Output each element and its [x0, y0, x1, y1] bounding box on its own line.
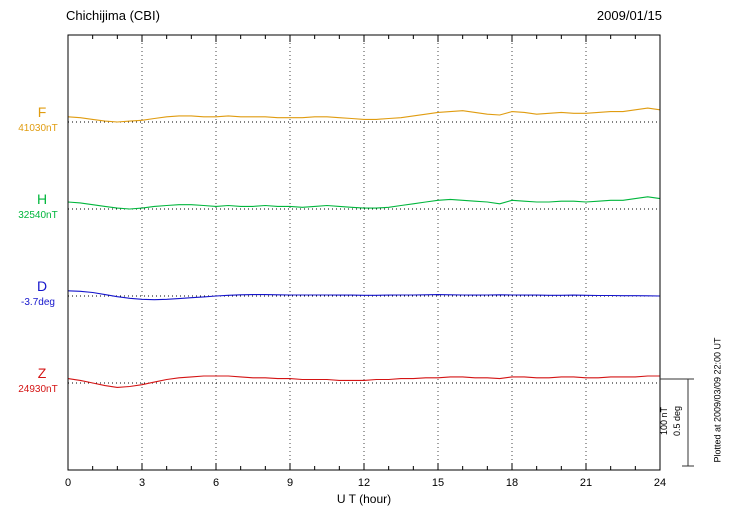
trace-H	[67, 196, 661, 210]
series-label-D: D	[36, 278, 48, 294]
plot-date: 2009/01/15	[596, 8, 662, 23]
x-tick-label: 6	[213, 477, 219, 489]
series-baseline-Z: 24930nT	[18, 384, 58, 395]
trace-Z	[67, 375, 660, 388]
x-tick-label: 0	[65, 477, 71, 489]
series-baseline-D: -3.7deg	[21, 297, 55, 308]
x-tick-label: 9	[287, 477, 293, 489]
plotted-at-note: Plotted at 2009/03/09 22:00 UT	[712, 337, 723, 463]
station-title: Chichijima (CBI)	[66, 8, 160, 23]
series-label-F: F	[37, 104, 47, 120]
x-tick-label: 21	[580, 477, 592, 489]
plot-border	[67, 34, 661, 471]
x-tick-label: 15	[432, 477, 444, 489]
x-axis-label: U T (hour)	[336, 492, 392, 506]
trace-D	[67, 290, 661, 301]
series-label-H: H	[36, 191, 48, 207]
series-baseline-F: 41030nT	[18, 123, 58, 134]
x-tick-label: 3	[139, 477, 145, 489]
scale-deg-label: 0.5 deg	[672, 405, 682, 437]
scale-nt-label: 100 nT	[659, 406, 669, 436]
x-tick-label: 12	[358, 477, 370, 489]
series-baseline-H: 32540nT	[18, 210, 58, 221]
series-label-Z: Z	[37, 365, 47, 381]
scale-bar-labels: 100 nT 0.5 deg	[658, 395, 686, 447]
x-tick-label: 24	[654, 477, 666, 489]
x-tick-label: 18	[506, 477, 518, 489]
trace-F	[67, 107, 661, 123]
